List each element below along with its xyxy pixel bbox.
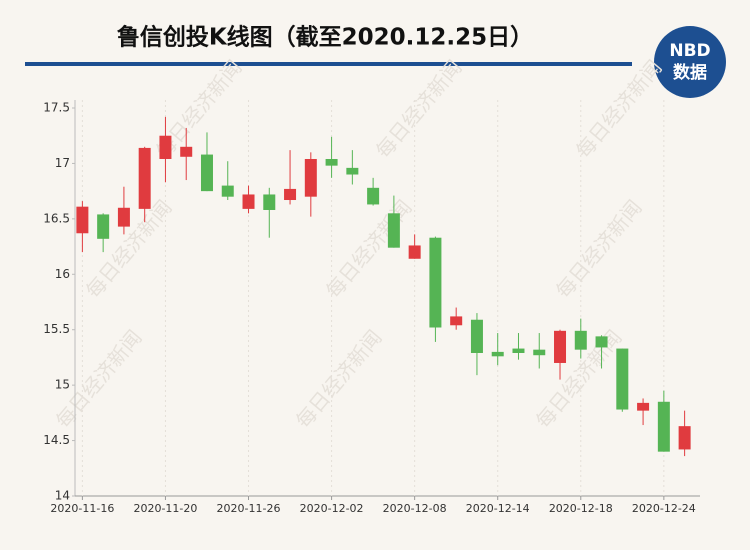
candle-body	[97, 214, 110, 239]
candle-body	[470, 319, 483, 353]
candle-body	[512, 348, 525, 353]
logo-bottom: 数据	[673, 62, 707, 83]
y-tick-label: 17	[55, 156, 70, 170]
x-tick-label: 2020-12-08	[383, 502, 447, 515]
candle-body	[159, 135, 172, 159]
candle-body	[574, 330, 587, 350]
candle-body	[533, 349, 546, 356]
x-tick-label: 2020-11-20	[133, 502, 197, 515]
candle-body	[408, 245, 421, 259]
candle-body	[429, 237, 442, 328]
candle-body	[678, 426, 691, 450]
candle-body	[221, 185, 234, 197]
candle-body	[263, 194, 276, 210]
candle-body	[138, 147, 151, 209]
x-tick-label: 2020-11-26	[217, 502, 281, 515]
candle-body	[657, 401, 670, 452]
candle-body	[367, 187, 380, 205]
candle-body	[76, 206, 89, 234]
y-tick-label: 16.5	[43, 211, 70, 225]
candle-body	[346, 167, 359, 175]
candle-body	[284, 188, 297, 201]
candle-body	[117, 207, 130, 227]
logo-top: NBD	[669, 41, 710, 61]
candle-body	[595, 336, 608, 348]
title-rule	[25, 62, 632, 66]
y-tick-label: 14	[55, 489, 70, 503]
x-tick-label: 2020-11-16	[50, 502, 114, 515]
logo-badge	[654, 26, 726, 98]
y-tick-label: 16	[55, 267, 70, 281]
candle-body	[554, 330, 567, 363]
candle-body	[200, 154, 213, 192]
candle-body	[387, 213, 400, 248]
x-tick-label: 2020-12-14	[466, 502, 530, 515]
y-tick-label: 17.5	[43, 101, 70, 115]
candle-body	[637, 402, 650, 411]
y-tick-label: 14.5	[43, 433, 70, 447]
candle-body	[491, 351, 504, 357]
y-tick-label: 15	[55, 378, 70, 392]
candle-body	[304, 158, 317, 197]
x-tick-label: 2020-12-24	[632, 502, 696, 515]
x-tick-label: 2020-12-02	[300, 502, 364, 515]
candle-body	[180, 146, 193, 157]
x-tick-label: 2020-12-18	[549, 502, 613, 515]
candle-body	[616, 348, 629, 410]
y-tick-label: 15.5	[43, 322, 70, 336]
candle-body	[242, 194, 255, 209]
candle-body	[450, 316, 463, 326]
candle-body	[325, 158, 338, 166]
chart-title: 鲁信创投K线图（截至2020.12.25日）	[116, 24, 533, 51]
